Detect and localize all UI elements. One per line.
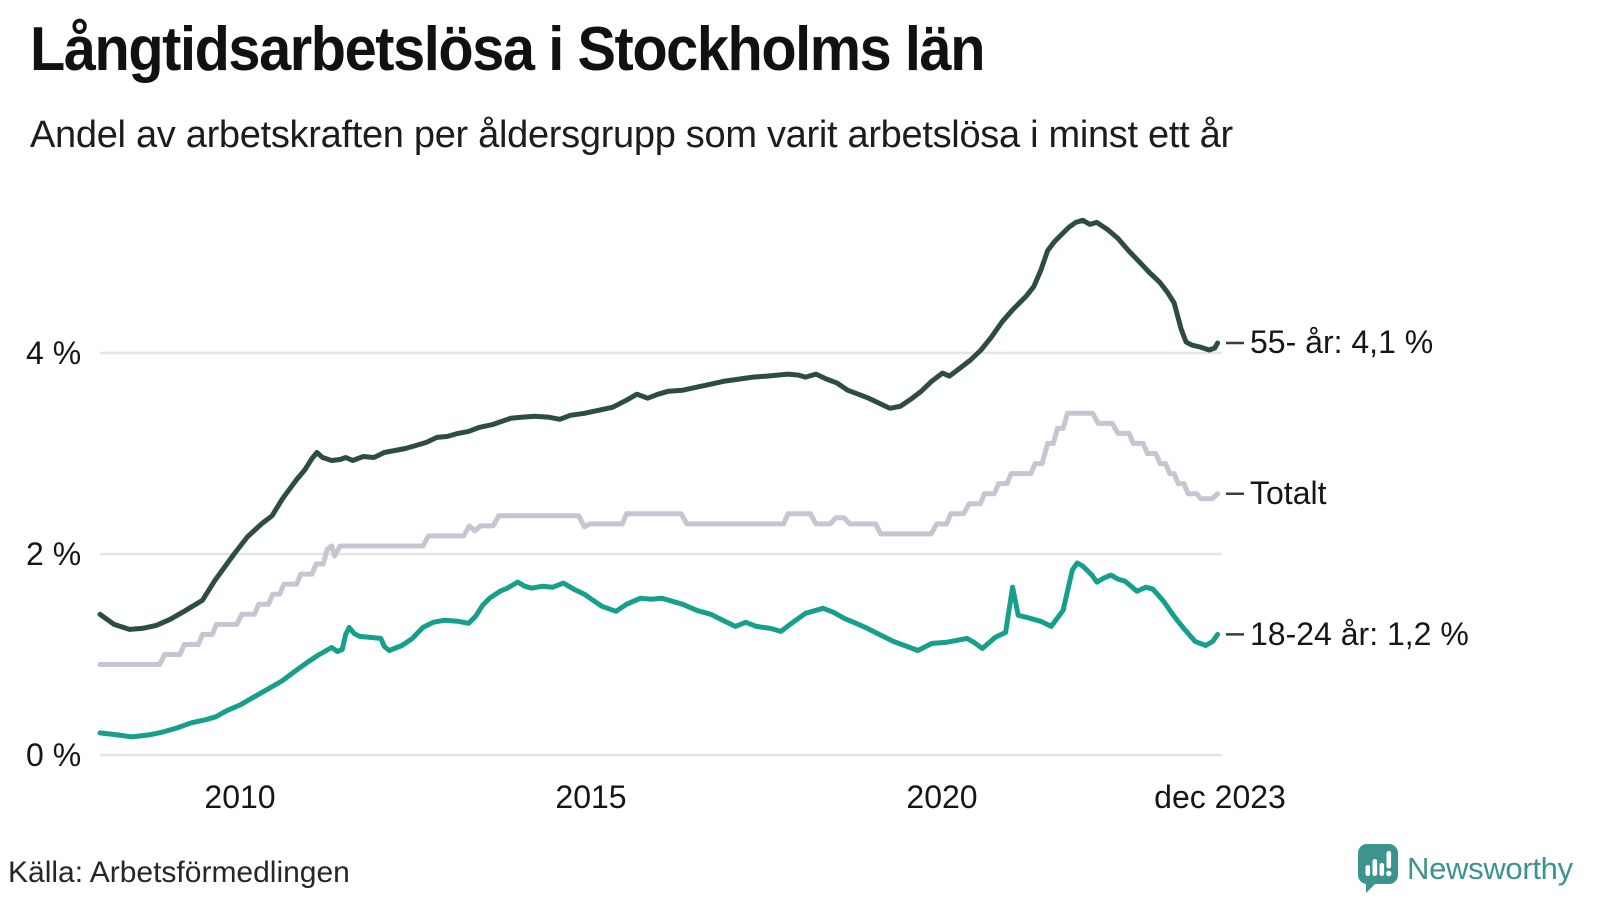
y-tick-0: 0 % bbox=[26, 736, 82, 773]
series-end-label-55: 55- år: 4,1 % bbox=[1250, 323, 1434, 360]
newsworthy-wordmark: Newsworthy bbox=[1407, 850, 1573, 886]
source-note: Källa: Arbetsförmedlingen bbox=[8, 856, 350, 889]
newsworthy-branding: Newsworthy bbox=[1358, 844, 1573, 893]
chart-subtitle: Andel av arbetskraften per åldersgrupp s… bbox=[30, 114, 1233, 156]
y-tick-2: 2 % bbox=[26, 535, 82, 572]
x-tick-2010: 2010 bbox=[204, 779, 276, 815]
series-line-1 bbox=[97, 410, 1221, 667]
page-title: Långtidsarbetslösa i Stockholms län bbox=[30, 15, 985, 84]
series-line-0 bbox=[97, 217, 1221, 632]
x-tick-2015: 2015 bbox=[555, 779, 627, 815]
x-tick-dec-2023: dec 2023 bbox=[1154, 779, 1286, 815]
y-tick-4: 4 % bbox=[26, 334, 82, 371]
series-end-label-totalt: Totalt bbox=[1250, 474, 1327, 511]
bar-chart-speech-bubble-icon bbox=[1358, 844, 1398, 893]
x-tick-2020: 2020 bbox=[906, 779, 978, 815]
series-end-label-18-24: 18-24 år: 1,2 % bbox=[1250, 615, 1469, 652]
series-line-2 bbox=[97, 560, 1221, 740]
